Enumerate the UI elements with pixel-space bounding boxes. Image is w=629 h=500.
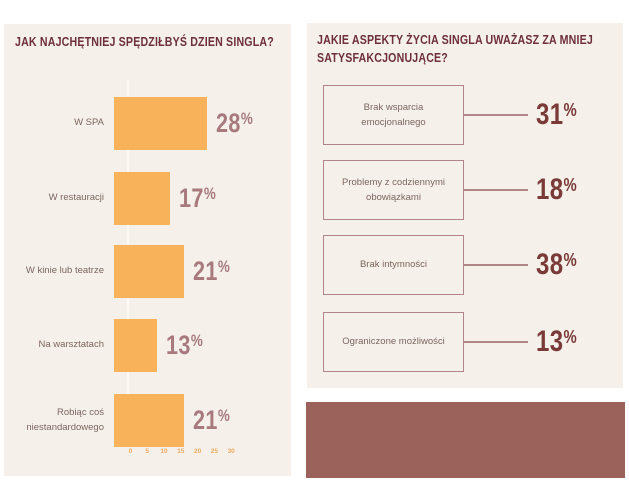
aspect-item: Problemy z codziennymi obowiązkami 18% (323, 160, 587, 220)
aspect-box: Brak wsparcia emocjonalnego (323, 85, 464, 145)
bar-category-label: W kinie lub teatrze (25, 265, 104, 277)
aspect-box: Ograniczone możliwości (323, 312, 464, 372)
connector-line (464, 189, 528, 191)
x-axis-tick: 30 (227, 448, 235, 455)
aspect-value-label: 18% (536, 173, 577, 206)
x-axis-tick: 25 (210, 448, 218, 455)
aspect-value-label: 13% (536, 325, 577, 358)
decorative-footer-block (306, 402, 625, 478)
aspect-box: Brak intymności (323, 235, 464, 295)
bar-row: W SPA 28% (4, 97, 262, 150)
aspect-label: Brak intymności (359, 259, 428, 271)
bar-value-label: 21% (193, 256, 230, 286)
aspect-item: Brak wsparcia emocjonalnego 31% (323, 85, 587, 145)
bar-w-spa (114, 97, 207, 150)
aspect-value-label: 31% (536, 98, 577, 131)
bar-category-label: Robiąc coś niestandardowego (26, 406, 104, 433)
x-axis-tick: 15 (177, 448, 185, 455)
right-panel-title: JAKIE ASPEKTY ŻYCIA SINGLA UWAŻASZ ZA MN… (317, 33, 593, 65)
x-axis-tick: 0 (128, 448, 133, 455)
bar-row: W kinie lub teatrze 21% (4, 245, 239, 298)
x-axis-tick: 10 (160, 448, 168, 455)
bar-w-kinie-lub-teatrze (114, 245, 184, 298)
bar-category-label: Na warsztatach (38, 339, 104, 351)
aspect-label: Ograniczone możliwości (342, 336, 445, 348)
left-panel-title: JAK NAJCHĘTNIEJ SPĘDZIŁBYŚ DZIEN SINGLA? (15, 35, 274, 49)
left-panel-spend-day-chart: JAK NAJCHĘTNIEJ SPĘDZIŁBYŚ DZIEN SINGLA?… (4, 24, 291, 476)
connector-line (464, 341, 528, 343)
bar-robiac-cos-niestandardowego (114, 394, 184, 447)
bar-row: Robiąc coś niestandardowego 21% (4, 394, 239, 447)
connector-line (464, 114, 528, 116)
bar-value-label: 17% (179, 183, 216, 213)
aspect-label: Brak wsparcia emocjonalnego (361, 101, 426, 128)
aspect-item: Brak intymności 38% (323, 235, 587, 295)
bar-na-warsztatach (114, 319, 157, 372)
bar-row: W restauracji 17% (4, 172, 225, 225)
bar-category-label: W restauracji (48, 192, 104, 204)
bar-w-restauracji (114, 172, 170, 225)
aspect-item: Ograniczone możliwości 13% (323, 312, 587, 372)
aspect-label: Problemy z codziennymi obowiązkami (342, 176, 445, 203)
bar-row: Na warsztatach 13% (4, 319, 212, 372)
bar-value-label: 28% (216, 108, 253, 138)
aspect-box: Problemy z codziennymi obowiązkami (323, 160, 464, 220)
bar-value-label: 21% (193, 405, 230, 435)
right-panel-less-satisfying-aspects: JAKIE ASPEKTY ŻYCIA SINGLA UWAŻASZ ZA MN… (307, 23, 623, 388)
connector-line (464, 264, 528, 266)
bar-value-label: 13% (166, 330, 203, 360)
x-axis-tick: 20 (193, 448, 202, 455)
x-axis-tick: 5 (145, 448, 149, 455)
bar-category-label: W SPA (74, 117, 104, 129)
x-axis: 0 5 10 15 20 25 30 (122, 448, 240, 455)
aspect-value-label: 38% (536, 248, 577, 281)
